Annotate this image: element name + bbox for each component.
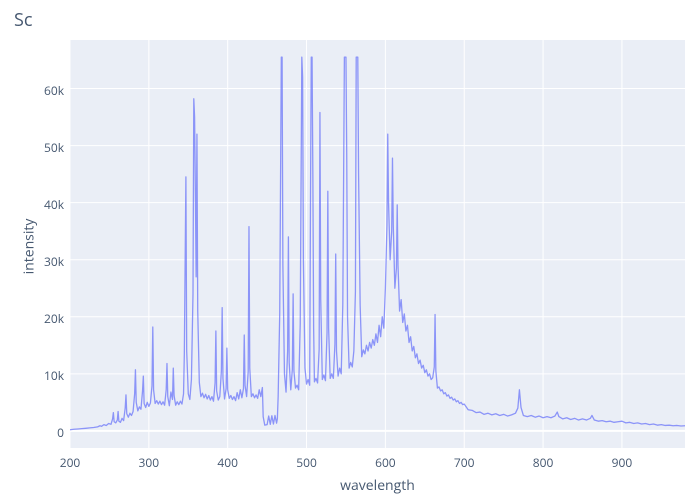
y-tick-label: 20k xyxy=(44,310,64,327)
x-axis-label: wavelength xyxy=(70,476,685,495)
chart-title: Sc xyxy=(14,8,33,32)
x-tick-label: 800 xyxy=(528,454,558,471)
x-tick-label: 600 xyxy=(370,454,400,471)
x-tick-label: 900 xyxy=(607,454,637,471)
x-tick-label: 500 xyxy=(292,454,322,471)
x-tick-label: 300 xyxy=(134,454,164,471)
x-tick-label: 200 xyxy=(55,454,85,471)
y-tick-label: 10k xyxy=(44,367,64,384)
y-tick-label: 30k xyxy=(44,253,64,270)
y-tick-label: 50k xyxy=(44,139,64,156)
y-tick-label: 40k xyxy=(44,196,64,213)
y-tick-label: 60k xyxy=(44,82,64,99)
plot-area xyxy=(70,40,685,448)
x-tick-label: 400 xyxy=(213,454,243,471)
y-tick-label: 0 xyxy=(57,424,64,441)
y-axis-label: intensity xyxy=(20,43,39,451)
x-tick-label: 700 xyxy=(449,454,479,471)
plot-svg xyxy=(70,40,685,448)
